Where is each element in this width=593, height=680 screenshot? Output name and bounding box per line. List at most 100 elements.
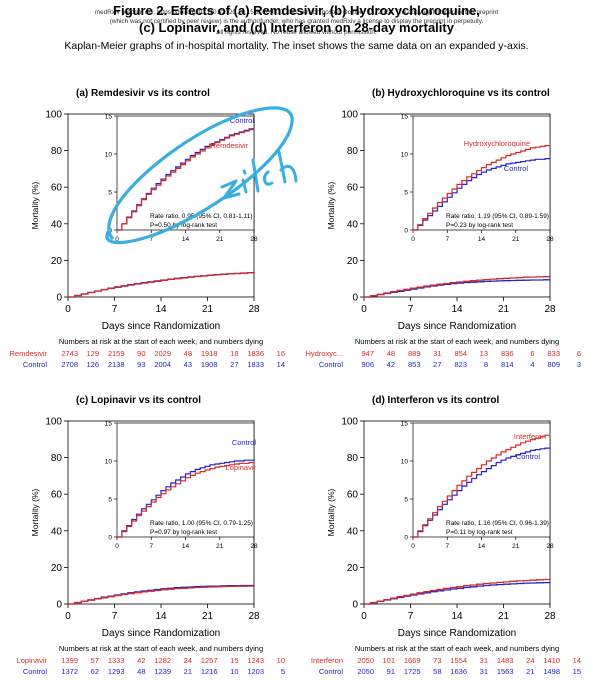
x-axis-label: Days since Randomization	[102, 321, 220, 332]
series-line-main	[68, 272, 255, 298]
preprint-notice-line-2: (which was not certified by peer review)…	[109, 18, 484, 25]
risk-cell: 1399	[61, 656, 78, 665]
risk-cell: 3	[577, 360, 581, 369]
x-tick-label: 7	[112, 304, 118, 315]
x-tick-label: 28	[248, 611, 260, 622]
risk-row-label: Lopinavir	[17, 656, 48, 665]
y-tick-label: 20	[51, 563, 63, 574]
inset-y-tick-label: 5	[108, 190, 112, 197]
risk-table: Numbers at risk at the start of each wee…	[305, 337, 581, 369]
risk-cell: 27	[433, 360, 441, 369]
risk-row-label: Control	[23, 667, 48, 676]
risk-cell: 814	[501, 360, 514, 369]
risk-cell: 1833	[247, 360, 264, 369]
inset-x-tick-label: 0	[115, 236, 119, 243]
inset-y-tick-label: 15	[105, 114, 113, 121]
risk-cell: 48	[184, 349, 192, 358]
risk-cell: 1636	[450, 667, 467, 676]
y-tick-label: 60	[51, 490, 63, 501]
inset-y-tick-label: 15	[401, 421, 409, 428]
inset-x-tick-label: 21	[216, 543, 224, 550]
series-line-main	[68, 272, 255, 298]
inset-x-tick-label: 0	[411, 236, 415, 243]
risk-cell: 126	[86, 360, 99, 369]
y-tick-label: 80	[347, 453, 359, 464]
x-tick-label: 14	[451, 304, 463, 315]
inset-y-tick-label: 5	[108, 497, 112, 504]
risk-cell: 42	[387, 360, 395, 369]
risk-table: Numbers at risk at the start of each wee…	[17, 644, 285, 676]
inset-x-tick-label: 14	[478, 236, 486, 243]
risk-cell: 15	[573, 667, 581, 676]
risk-cell: 24	[184, 656, 192, 665]
series-line-main	[364, 578, 551, 605]
inset-x-tick-label: 21	[216, 236, 224, 243]
inset-x-tick-label: 21	[512, 236, 520, 243]
y-tick-label: 40	[51, 219, 63, 230]
y-tick-label: 0	[352, 600, 358, 611]
x-tick-label: 21	[202, 304, 214, 315]
inset-p-value: P=0.97 by log-rank test	[150, 529, 217, 536]
risk-cell: 15	[230, 656, 238, 665]
handwritten-annotation: zilch	[105, 106, 298, 245]
inset-y-tick-label: 5	[404, 190, 408, 197]
x-tick-label: 0	[65, 304, 71, 315]
inset-y-tick-label: 15	[401, 114, 409, 121]
inset-y-tick-label: 15	[105, 421, 113, 428]
x-tick-label: 21	[498, 611, 510, 622]
y-tick-label: 60	[51, 183, 63, 194]
x-tick-label: 21	[498, 304, 510, 315]
risk-cell: 18	[230, 349, 238, 358]
risk-cell: 823	[454, 360, 467, 369]
x-tick-label: 28	[248, 304, 260, 315]
inset-y-tick-label: 10	[105, 459, 113, 466]
inset-x-tick-label: 7	[149, 236, 153, 243]
x-tick-label: 7	[408, 304, 414, 315]
inset-y-tick-label: 10	[105, 152, 113, 159]
series-line-main	[364, 279, 550, 298]
risk-cell: 57	[91, 656, 99, 665]
inset-x-tick-label: 0	[115, 543, 119, 550]
inset-x-tick-label: 7	[445, 236, 449, 243]
risk-cell: 42	[137, 656, 145, 665]
inset-x-tick-label: 28	[250, 543, 258, 550]
risk-cell: 2029	[154, 349, 171, 358]
inset-x-tick-label: 28	[546, 236, 554, 243]
risk-table-heading: Numbers at risk at the start of each wee…	[59, 337, 263, 346]
risk-cell: 1554	[450, 656, 467, 665]
y-tick-label: 0	[352, 293, 358, 304]
risk-table: Numbers at risk at the start of each wee…	[9, 337, 285, 369]
risk-cell: 31	[480, 656, 488, 665]
risk-cell: 1257	[201, 656, 218, 665]
y-tick-label: 100	[45, 110, 62, 121]
risk-cell: 2159	[108, 349, 125, 358]
y-tick-label: 80	[347, 146, 359, 157]
x-axis-label: Days since Randomization	[102, 628, 220, 639]
risk-cell: 1725	[404, 667, 421, 676]
risk-cell: 62	[91, 667, 99, 676]
x-tick-label: 28	[544, 304, 556, 315]
figure-title-line-2: (c) Lopinavir, and (d) Interferon on 28-…	[139, 20, 454, 35]
y-axis-label: Mortality (%)	[326, 488, 336, 536]
risk-row-label: Control	[319, 667, 344, 676]
series-label: Control	[516, 452, 541, 461]
risk-cell: 73	[433, 656, 441, 665]
y-tick-label: 0	[56, 600, 62, 611]
y-tick-label: 40	[347, 219, 359, 230]
risk-table-heading: Numbers at risk at the start of each wee…	[59, 644, 263, 653]
y-tick-label: 40	[51, 526, 63, 537]
risk-cell: 129	[86, 349, 99, 358]
risk-cell: 833	[547, 349, 560, 358]
risk-cell: 1372	[61, 667, 78, 676]
series-label: Interferon	[514, 432, 546, 441]
inset-p-value: P=0.23 by log-rank test	[446, 222, 513, 229]
risk-cell: 13	[480, 349, 488, 358]
y-tick-label: 100	[45, 417, 62, 428]
risk-cell: 1282	[154, 656, 171, 665]
y-tick-label: 20	[51, 256, 63, 267]
risk-table-heading: Numbers at risk at the start of each wee…	[355, 644, 559, 653]
risk-table: Numbers at risk at the start of each wee…	[311, 644, 581, 676]
inset-plot: 0 5 10 15 0 7 14 21 28 Rate ratio, 1.00 (95% CI, …	[105, 421, 258, 551]
x-tick-label: 21	[202, 611, 214, 622]
